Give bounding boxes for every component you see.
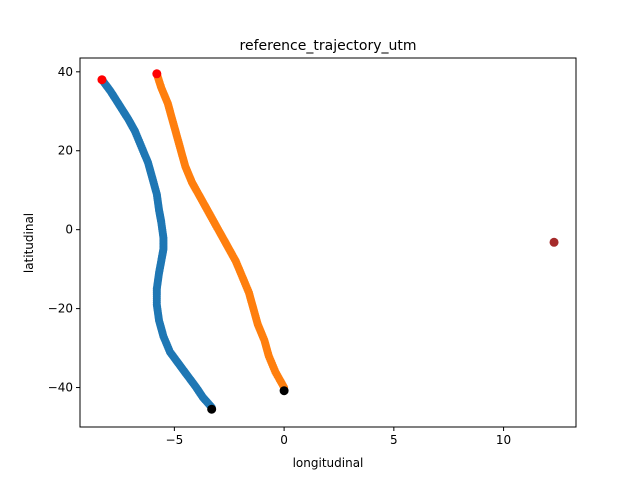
x-tick-label: −5 bbox=[166, 433, 184, 447]
x-tick-label: 10 bbox=[496, 433, 511, 447]
y-tick-label: 20 bbox=[58, 144, 73, 158]
end-orange-marker bbox=[279, 386, 289, 396]
x-axis: −5 0 5 10 bbox=[166, 427, 511, 447]
y-tick-label: 40 bbox=[58, 65, 73, 79]
y-tick-label: −20 bbox=[48, 302, 73, 316]
y-axis: −40 −20 0 20 40 bbox=[48, 65, 80, 395]
x-axis-label: longitudinal bbox=[293, 456, 364, 470]
x-tick-label: 0 bbox=[280, 433, 288, 447]
end-blue-marker bbox=[207, 404, 217, 414]
y-tick-label: 0 bbox=[65, 223, 73, 237]
outlier-point-marker bbox=[549, 237, 559, 247]
series-1 bbox=[152, 69, 289, 392]
y-tick-label: −40 bbox=[48, 381, 73, 395]
x-tick-label: 5 bbox=[390, 433, 398, 447]
chart-title: reference_trajectory_utm bbox=[240, 38, 417, 54]
start-blue-marker bbox=[97, 75, 107, 85]
series-0 bbox=[97, 75, 216, 412]
start-orange-marker bbox=[152, 69, 162, 79]
y-axis-label: latitudinal bbox=[22, 213, 36, 273]
plot-area bbox=[97, 69, 559, 414]
axes-frame bbox=[79, 57, 577, 428]
